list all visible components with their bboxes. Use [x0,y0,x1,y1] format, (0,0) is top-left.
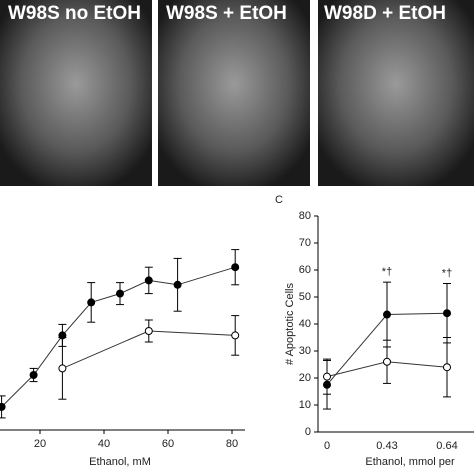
point [144,327,153,335]
panel-label: W98S + EtOH [166,3,287,24]
y-tick-label: 20 [299,372,311,384]
y-tick-label: 30 [299,345,311,357]
x-tick-label: 60 [162,438,174,450]
point [323,372,331,381]
y-tick-label: 60 [299,264,311,276]
annotation: *† [382,266,392,278]
x-tick-label: 20 [34,438,46,450]
micrograph [158,0,310,186]
point [87,298,96,307]
images: W98S no EtOH W98S + EtOH W98D + EtOH [0,0,474,186]
y-tick-label: 50 [299,291,311,303]
point [383,357,391,366]
point [173,280,182,289]
line [1,266,236,408]
chart: 20 40 60 80 Ethanol, mM [0,249,245,468]
point [383,310,391,319]
point [231,331,240,340]
point [58,364,67,373]
x-axis-label: Ethanol, mmol per [365,456,455,468]
y-axis-label: # Apoptotic Cells [284,283,296,365]
panel-label: W98D + EtOH [324,3,446,24]
point [443,363,451,372]
annotation: *† [442,267,452,279]
point [231,263,240,272]
panel-label: W98S no EtOH [8,3,141,24]
x-tick-label: 0 [324,440,330,452]
x-tick-label: 0.64 [436,440,457,452]
point [116,289,124,298]
y-tick-label: 40 [299,318,311,330]
x-axis-label: Ethanol, mM [89,456,151,468]
x-tick-label: 80 [226,438,238,450]
panel-letter: C [275,194,283,206]
micrograph [318,0,474,186]
x-tick-label: 40 [98,438,110,450]
y-tick-label: 80 [299,210,311,222]
y-tick-label: 70 [299,237,311,249]
point [0,402,6,411]
chart: C 0 10 20 30 40 50 60 70 80 # Apoptotic Cells 0 0.43… [275,194,474,468]
point [443,309,451,318]
point [144,276,153,285]
micrograph [0,0,152,186]
y-tick-label: 0 [305,426,311,438]
x-tick-label: 0.43 [376,440,397,452]
point [29,371,38,379]
y-tick-label: 10 [299,399,311,411]
